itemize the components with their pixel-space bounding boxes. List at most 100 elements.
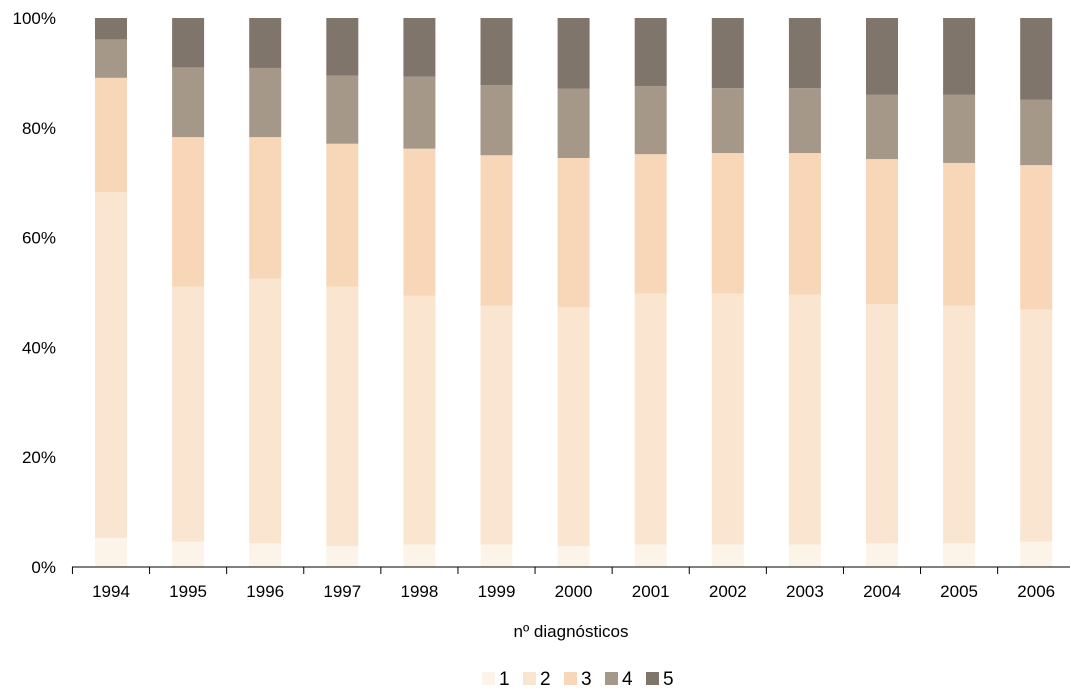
bar-segment-5 bbox=[1020, 18, 1053, 100]
bar-segment-2 bbox=[711, 293, 744, 545]
bar-segment-4 bbox=[1020, 99, 1053, 166]
bar-segment-1 bbox=[480, 544, 513, 567]
bar-segment-4 bbox=[711, 88, 744, 154]
bar-segment-5 bbox=[866, 18, 898, 95]
bar-segment-1 bbox=[788, 544, 821, 567]
y-tick-label: 0% bbox=[31, 558, 56, 577]
bar-stack-2003 bbox=[788, 18, 821, 567]
bar-segment-2 bbox=[557, 307, 590, 547]
bar-segment-3 bbox=[634, 154, 667, 294]
x-tick-label: 1998 bbox=[400, 582, 438, 601]
bar-segment-4 bbox=[403, 76, 436, 149]
legend-swatch bbox=[646, 672, 659, 685]
y-tick-label: 20% bbox=[22, 448, 56, 467]
bar-segment-5 bbox=[172, 18, 205, 68]
bar-segment-4 bbox=[326, 75, 359, 144]
bar-segment-1 bbox=[866, 543, 898, 567]
bar-segment-3 bbox=[480, 155, 513, 306]
bar-stack-1999 bbox=[480, 18, 513, 567]
bar-segment-2 bbox=[943, 305, 976, 544]
bar-segment-3 bbox=[326, 143, 359, 287]
bar-segment-3 bbox=[95, 77, 127, 193]
legend-swatch bbox=[564, 672, 577, 685]
bar-segment-5 bbox=[711, 18, 744, 89]
x-tick-label: 2006 bbox=[1017, 582, 1055, 601]
bar-segment-4 bbox=[943, 94, 976, 163]
bar-stack-1995 bbox=[172, 18, 205, 567]
bar-segment-1 bbox=[557, 546, 590, 567]
bar-segment-3 bbox=[557, 157, 590, 308]
bar-segment-3 bbox=[172, 137, 205, 287]
x-tick-label: 2004 bbox=[863, 582, 901, 601]
bar-segment-1 bbox=[249, 543, 282, 567]
legend-swatch bbox=[523, 672, 536, 685]
bar-segment-2 bbox=[95, 192, 127, 538]
bar-stack-1998 bbox=[403, 18, 436, 567]
bar-segment-2 bbox=[403, 295, 436, 545]
bar-segment-1 bbox=[403, 544, 436, 567]
bar-segment-3 bbox=[711, 153, 744, 294]
bar-stack-1994 bbox=[95, 18, 127, 567]
bar-segment-4 bbox=[557, 88, 590, 158]
bar-stack-1997 bbox=[326, 18, 359, 567]
bar-segment-5 bbox=[249, 18, 282, 68]
x-tick-label: 2003 bbox=[786, 582, 824, 601]
bar-segment-3 bbox=[866, 159, 898, 305]
bar-segment-3 bbox=[403, 148, 436, 296]
legend-swatch bbox=[482, 672, 495, 685]
legend-label: 2 bbox=[540, 669, 551, 690]
bar-segment-3 bbox=[788, 153, 821, 295]
bar-stack-2001 bbox=[634, 18, 667, 567]
bar-segment-5 bbox=[403, 18, 436, 77]
bar-segment-5 bbox=[557, 18, 590, 89]
y-tick-label: 100% bbox=[13, 9, 56, 28]
x-axis-title: nº diagnósticos bbox=[514, 622, 629, 641]
bar-segment-1 bbox=[711, 544, 744, 567]
bar-segment-4 bbox=[95, 39, 127, 78]
bar-stack-2005 bbox=[943, 18, 976, 567]
y-tick-label: 60% bbox=[22, 229, 56, 248]
bar-segment-2 bbox=[480, 305, 513, 545]
y-tick-label: 40% bbox=[22, 338, 56, 357]
bar-segment-5 bbox=[788, 18, 821, 89]
x-axis-ticks: 1994 1995 1996 1997 1998 1999 2000 2001 2002 2003… bbox=[71, 567, 1055, 601]
legend-label: 1 bbox=[499, 669, 510, 690]
x-tick-label: 1995 bbox=[169, 582, 207, 601]
x-tick-label: 1997 bbox=[323, 582, 361, 601]
legend-item-1: 1 bbox=[482, 669, 510, 690]
bar-segment-4 bbox=[788, 88, 821, 154]
bar-stack-2000 bbox=[557, 18, 590, 567]
bar-stack-1996 bbox=[249, 18, 282, 567]
x-tick-label: 2001 bbox=[632, 582, 670, 601]
bar-segment-2 bbox=[788, 294, 821, 545]
bar-stack-2002 bbox=[711, 18, 744, 567]
legend-label: 4 bbox=[622, 669, 633, 690]
bar-segment-3 bbox=[943, 162, 976, 306]
bar-segment-3 bbox=[1020, 165, 1053, 310]
bar-segment-5 bbox=[943, 18, 976, 95]
bar-segment-1 bbox=[1020, 541, 1053, 567]
bar-segment-2 bbox=[172, 286, 205, 542]
x-tick-label: 2000 bbox=[555, 582, 593, 601]
bar-segment-1 bbox=[326, 546, 359, 567]
x-tick-label: 1996 bbox=[246, 582, 284, 601]
legend-item-4: 4 bbox=[605, 669, 633, 690]
bar-segment-2 bbox=[634, 293, 667, 545]
bar-segment-1 bbox=[943, 543, 976, 567]
bar-segment-4 bbox=[172, 67, 205, 138]
bar-stack-2006 bbox=[1020, 18, 1053, 567]
bar-segment-5 bbox=[480, 18, 513, 85]
x-tick-label: 2005 bbox=[940, 582, 978, 601]
bar-segment-2 bbox=[866, 304, 898, 544]
y-axis-ticks: 0% 20% 40% 60% 80% 100% bbox=[13, 9, 56, 577]
bar-segment-1 bbox=[95, 537, 127, 567]
bar-segment-5 bbox=[95, 18, 127, 40]
bar-segment-4 bbox=[480, 84, 513, 156]
legend-item-3: 3 bbox=[564, 669, 592, 690]
bar-segment-5 bbox=[634, 18, 667, 87]
x-tick-label: 1994 bbox=[92, 582, 130, 601]
legend-label: 3 bbox=[581, 669, 592, 690]
bar-segment-5 bbox=[326, 18, 359, 76]
bar-segment-3 bbox=[249, 137, 282, 279]
